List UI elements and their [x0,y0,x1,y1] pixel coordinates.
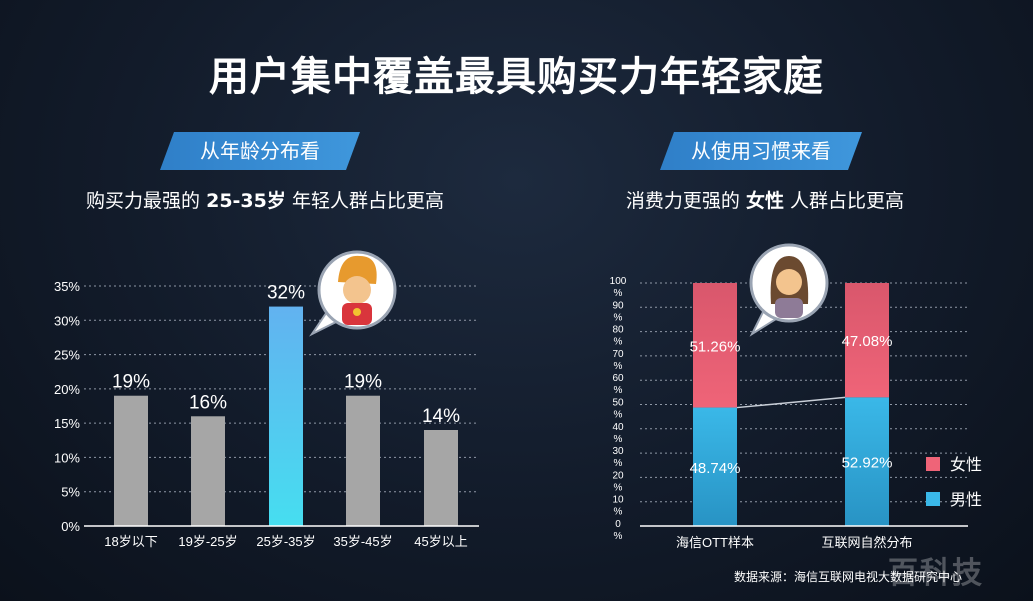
habit-subtitle: 消费力更强的 女性 人群占比更高 [590,186,940,213]
habit-y-tick-label: 0% [614,519,623,542]
habit-legend: 女性 男性 [926,455,982,509]
age-y-tick-label: 10% [54,450,80,465]
habit-subtitle-post: 人群占比更高 [790,190,905,212]
habit-y-tick-label: 80% [612,325,624,348]
habit-y-tick-label: 60% [612,373,624,396]
habit-y-tick-label: 90% [612,300,624,323]
age-category-label: 45岁以上 [414,534,467,549]
female-mascot-icon [749,243,829,337]
habit-y-tick-label: 100% [610,276,627,299]
habit-chart-bars: 51.26% 48.74% 47.08% 52.92% [690,283,893,526]
age-category-label: 19岁-25岁 [178,534,237,549]
male-value-label: 52.92% [842,455,893,472]
female-segment [693,283,737,408]
age-category-label: 25岁-35岁 [256,534,315,549]
habit-subtitle-pre: 消费力更强的 [625,190,740,212]
age-category-label: 35岁-45岁 [333,534,392,549]
legend-male-label: 男性 [950,490,982,509]
habit-y-tick-label: 20% [612,470,624,493]
habit-chart-x-labels: 海信OTT样本 互联网自然分布 [676,535,913,550]
male-segment [845,397,889,526]
legend-female-label: 女性 [950,455,982,474]
age-y-tick-label: 5% [61,485,80,500]
age-y-tick-label: 35% [54,279,80,294]
age-section-banner: 从年龄分布看 [160,132,360,170]
male-share-connector-line [736,396,846,409]
habit-category-label: 互联网自然分布 [821,535,912,550]
legend-male-swatch [926,492,940,506]
age-bar [424,430,458,526]
habit-y-tick-label: 10% [612,495,624,518]
habit-category-label: 海信OTT样本 [676,535,754,550]
male-value-label: 48.74% [690,460,741,477]
age-y-tick-label: 20% [54,382,80,397]
young-mascot-icon [309,250,397,337]
age-bar [114,395,148,526]
age-bar-value-label: 19% [344,372,382,393]
male-segment [693,407,737,526]
age-chart-grid [84,285,479,493]
age-bar-value-label: 16% [189,392,227,413]
age-bar [191,416,225,526]
habit-y-tick-label: 70% [612,349,624,372]
age-subtitle-pre: 购买力最强的 [86,190,201,212]
page-title: 用户集中覆盖最具购买力年轻家庭 [209,54,824,100]
age-chart-x-labels: 18岁以下 19岁-25岁 25岁-35岁 35岁-45岁 45岁以上 [104,534,467,549]
age-subtitle-post: 年轻人群占比更高 [291,190,444,212]
female-value-label: 51.26% [690,338,741,355]
legend-female-swatch [926,457,940,471]
age-bar-value-label: 32% [267,283,305,304]
habit-y-tick-label: 50% [612,398,624,421]
age-y-tick-label: 15% [54,416,80,431]
age-bar-value-label: 14% [422,406,460,427]
age-chart-bars: 19% 16% 32% 19% 14% [112,283,460,526]
age-bar [269,306,303,526]
habit-y-tick-label: 40% [612,422,624,445]
age-y-tick-label: 0% [61,519,80,534]
age-y-tick-label: 25% [54,348,80,363]
female-value-label: 47.08% [842,333,893,350]
watermark: 百科技 [888,556,984,591]
habit-section-banner: 从使用习惯来看 [660,132,862,170]
habit-y-tick-label: 30% [612,446,624,469]
habit-subtitle-bold: 女性 [745,190,784,212]
age-bar [346,395,380,526]
age-subtitle-bold: 25-35岁 [206,190,286,212]
age-bar-value-label: 19% [112,372,150,393]
age-subtitle: 购买力最强的 25-35岁 年轻人群占比更高 [60,186,470,213]
age-chart-y-axis: 0% 5% 10% 15% 20% 25% 30% 35% [54,279,80,534]
female-segment [845,283,889,398]
data-source-note: 数据来源：海信互联网电视大数据研究中心 [734,570,963,584]
age-y-tick-label: 30% [54,313,80,328]
age-category-label: 18岁以下 [104,534,157,549]
habit-chart-y-axis: 0 %10 % 20 %30 %40 %50 % 60 %70 %80 % 90 %100% [610,276,627,542]
